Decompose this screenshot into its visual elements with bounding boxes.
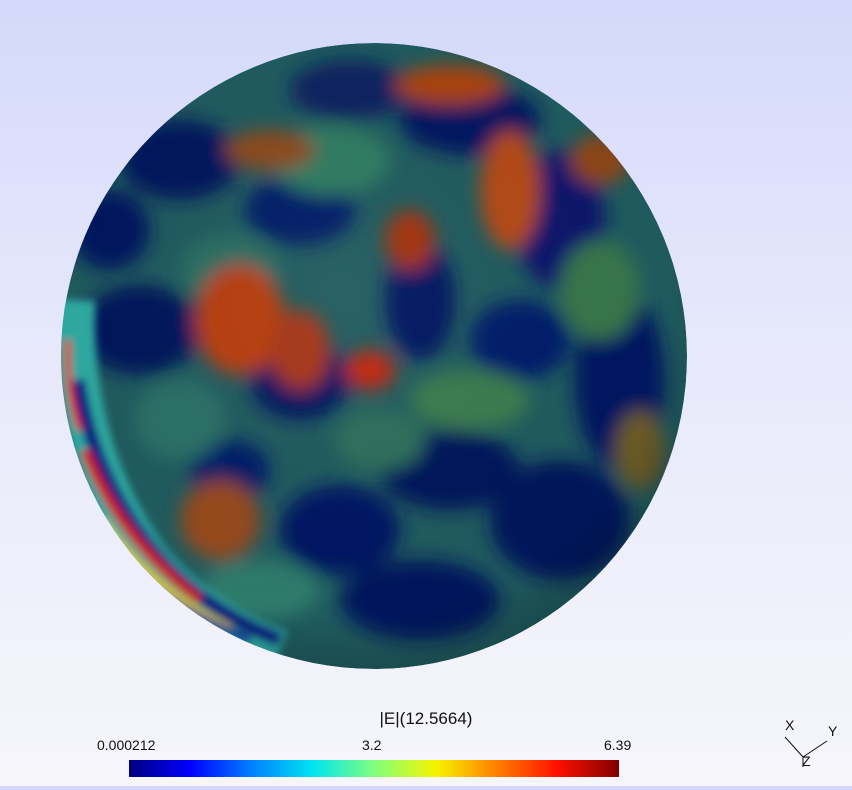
scalar-bar-mid-label: 3.2 (362, 737, 382, 753)
orientation-axes-icon (784, 736, 828, 767)
scalar-bar-min-label: 0.000212 (97, 737, 156, 753)
orientation-axes-widget: X Y Z (775, 715, 850, 785)
sphere-field-render[interactable] (0, 0, 852, 700)
axis-z-label: Z (802, 753, 811, 769)
scalar-bar-gradient[interactable] (129, 760, 619, 777)
scalar-bar-max-label: 6.39 (604, 737, 632, 753)
axis-x-label: X (785, 717, 795, 733)
axis-y-label: Y (828, 723, 838, 739)
scalar-bar-title: |E|(12.5664) (379, 709, 473, 728)
